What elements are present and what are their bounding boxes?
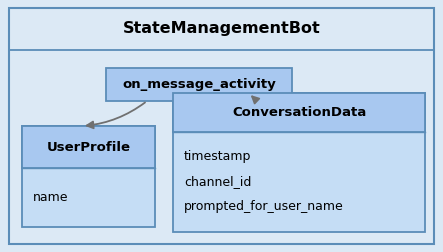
Text: name: name	[33, 191, 69, 204]
Text: StateManagementBot: StateManagementBot	[123, 21, 320, 37]
Text: on_message_activity: on_message_activity	[122, 78, 276, 91]
Bar	[173, 93, 425, 132]
Text: timestamp: timestamp	[184, 150, 251, 164]
Bar	[22, 126, 155, 227]
Bar	[22, 126, 155, 168]
Bar	[173, 93, 425, 232]
Text: prompted_for_user_name: prompted_for_user_name	[184, 200, 344, 213]
Bar	[106, 68, 292, 101]
Text: channel_id: channel_id	[184, 175, 251, 188]
Text: UserProfile: UserProfile	[47, 141, 131, 154]
Text: ConversationData: ConversationData	[232, 106, 366, 119]
